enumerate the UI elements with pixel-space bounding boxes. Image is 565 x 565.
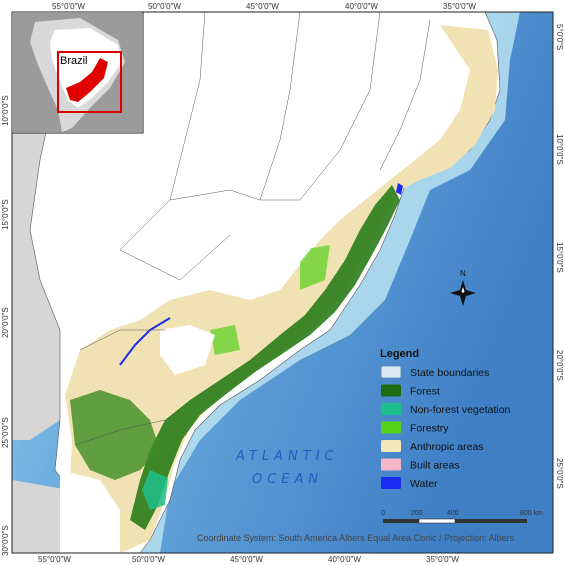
- bottom-tick-label-2: 45°0'0"W: [230, 555, 263, 564]
- non-forest-vegetation: [142, 470, 168, 510]
- bottom-tick-label-4: 35°0'0"W: [426, 555, 459, 564]
- legend-label-3: Forestry: [410, 423, 449, 435]
- left-tick-label-4: 30°0'0"S: [1, 525, 10, 556]
- interior-gap-2: [160, 325, 215, 375]
- bottom-tick-label-1: 50°0'0"W: [132, 555, 165, 564]
- legend-swatch-0: [380, 365, 402, 379]
- top-tick-label-2: 45°0'0"W: [246, 2, 279, 11]
- left-tick-label-3: 25°0'0"S: [1, 417, 10, 448]
- legend-label-4: Anthropic areas: [410, 441, 484, 453]
- forest-interior: [70, 390, 160, 480]
- top-tick-label-0: 55°0'0"W: [52, 2, 85, 11]
- legend-label-0: State boundaries: [410, 367, 489, 379]
- ocean-label-line2: OCEAN: [252, 472, 323, 487]
- left-tick-label-0: 10°0'0"S: [1, 95, 10, 126]
- legend-label-6: Water: [410, 478, 438, 490]
- legend-label-5: Built areas: [410, 460, 460, 472]
- bottom-tick-label-0: 55°0'0"W: [38, 555, 71, 564]
- legend-swatch-6: [381, 477, 401, 489]
- legend-swatch-4: [381, 440, 401, 452]
- north-arrow-icon: [450, 280, 476, 306]
- inset-extent-box: [57, 51, 122, 113]
- left-tick-labels: 10°0'0"S 15°0'0"S 20°0'0"S 25°0'0"S 30°0'0"S: [1, 95, 10, 556]
- legend-label-2: Non-forest vegetation: [410, 404, 511, 416]
- bottom-tick-labels: 55°0'0"W 50°0'0"W 45°0'0"W 40°0'0"W 35°0'0"W: [38, 555, 459, 564]
- legend-swatch-1: [381, 384, 401, 397]
- top-tick-label-4: 35°0'0"W: [443, 2, 476, 11]
- forest-coastal: [130, 185, 400, 530]
- scale-label-400: 400: [447, 510, 459, 517]
- left-tick-label-2: 20°0'0"S: [1, 307, 10, 338]
- inset-study-area: [66, 58, 108, 102]
- right-tick-label-2: 15°0'0"S: [555, 242, 564, 273]
- left-tick-label-1: 15°0'0"S: [1, 199, 10, 230]
- legend-swatch-2: [381, 403, 401, 415]
- coastal-lagoon: [396, 183, 403, 195]
- north-label: N: [460, 269, 466, 278]
- top-tick-labels: 55°0'0"W 50°0'0"W 45°0'0"W 40°0'0"W 35°0'0"W: [52, 2, 476, 11]
- state-boundaries: [74, 11, 431, 446]
- map-border: [11, 11, 554, 554]
- right-tick-label-1: 10°0'0"S: [555, 134, 564, 165]
- right-tick-label-4: 25°0'0"S: [555, 458, 564, 489]
- interior-gap-1: [180, 212, 320, 300]
- map-area: [12, 11, 553, 554]
- legend-title: Legend: [380, 348, 419, 360]
- top-tick-label-3: 40°0'0"W: [345, 2, 378, 11]
- legend: Legend State boundaries Forest Non-forest …: [380, 348, 511, 490]
- scale-label-800: 800 km: [520, 510, 543, 517]
- top-tick-label-1: 50°0'0"W: [148, 2, 181, 11]
- forestry-patches: [210, 245, 330, 355]
- legend-swatch-5: [381, 458, 401, 471]
- scale-bar: 0 200 400 800 km: [381, 510, 543, 524]
- bottom-tick-label-3: 40°0'0"W: [328, 555, 361, 564]
- right-tick-labels: 5°0'0"S 10°0'0"S 15°0'0"S 20°0'0"S 25°0'0"S: [555, 24, 564, 489]
- inset-map: Brazil: [11, 11, 144, 134]
- legend-label-1: Forest: [410, 386, 440, 398]
- right-tick-label-3: 20°0'0"S: [555, 350, 564, 381]
- southern-gap: [60, 470, 120, 553]
- ocean-label-line1: ATLANTIC: [235, 449, 339, 464]
- legend-swatch-3: [381, 421, 401, 434]
- right-tick-label-0: 5°0'0"S: [555, 24, 564, 50]
- scale-label-0: 0: [381, 510, 385, 517]
- river-parana: [119, 317, 171, 366]
- coordinate-system-note: Coordinate System: South America Albers …: [197, 533, 515, 543]
- inset-country-label: Brazil: [60, 55, 88, 67]
- scale-label-200: 200: [411, 510, 423, 517]
